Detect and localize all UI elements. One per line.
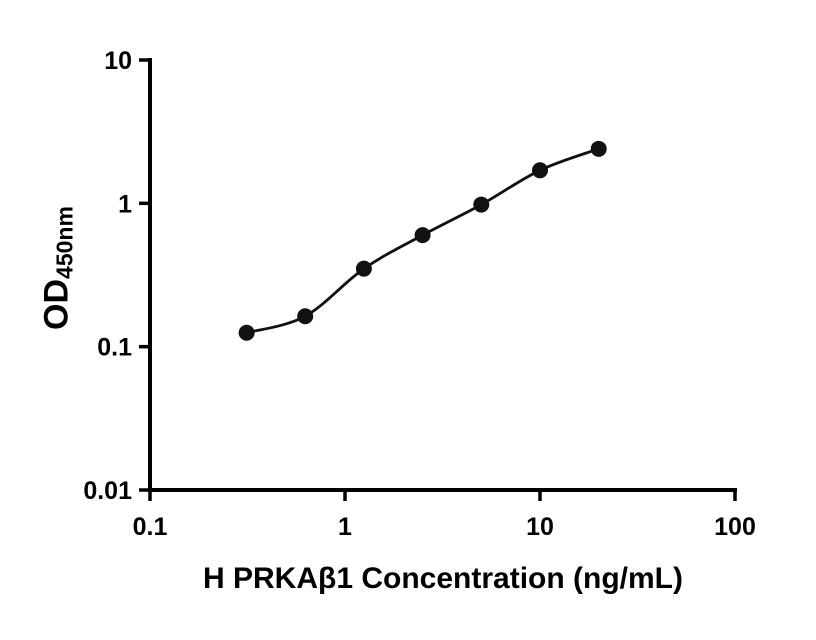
data-point-marker	[297, 308, 314, 325]
y-tick-label: 0.1	[97, 334, 132, 362]
y-tick-label: 0.01	[83, 477, 132, 505]
data-point-marker	[532, 162, 548, 179]
x-tick-label: 1	[338, 513, 352, 541]
y-tick-label: 10	[104, 47, 132, 75]
x-axis-title: H PRKAβ1 Concentration (ng/mL)	[203, 562, 683, 595]
data-point-marker	[238, 324, 255, 341]
data-point-marker	[355, 260, 372, 277]
x-tick-label: 0.1	[133, 513, 168, 541]
x-tick-label: 100	[714, 513, 756, 541]
y-axis-title-main: OD	[37, 278, 76, 330]
data-point-marker	[414, 227, 431, 244]
x-tick-label: 10	[526, 513, 554, 541]
y-axis-title-sub: 450nm	[51, 206, 78, 279]
axes	[148, 58, 737, 492]
data-point-marker	[590, 140, 607, 157]
y-axis-title-text: OD450nm	[37, 206, 78, 330]
data-point-marker	[473, 196, 490, 213]
y-tick-label: 1	[118, 190, 132, 218]
